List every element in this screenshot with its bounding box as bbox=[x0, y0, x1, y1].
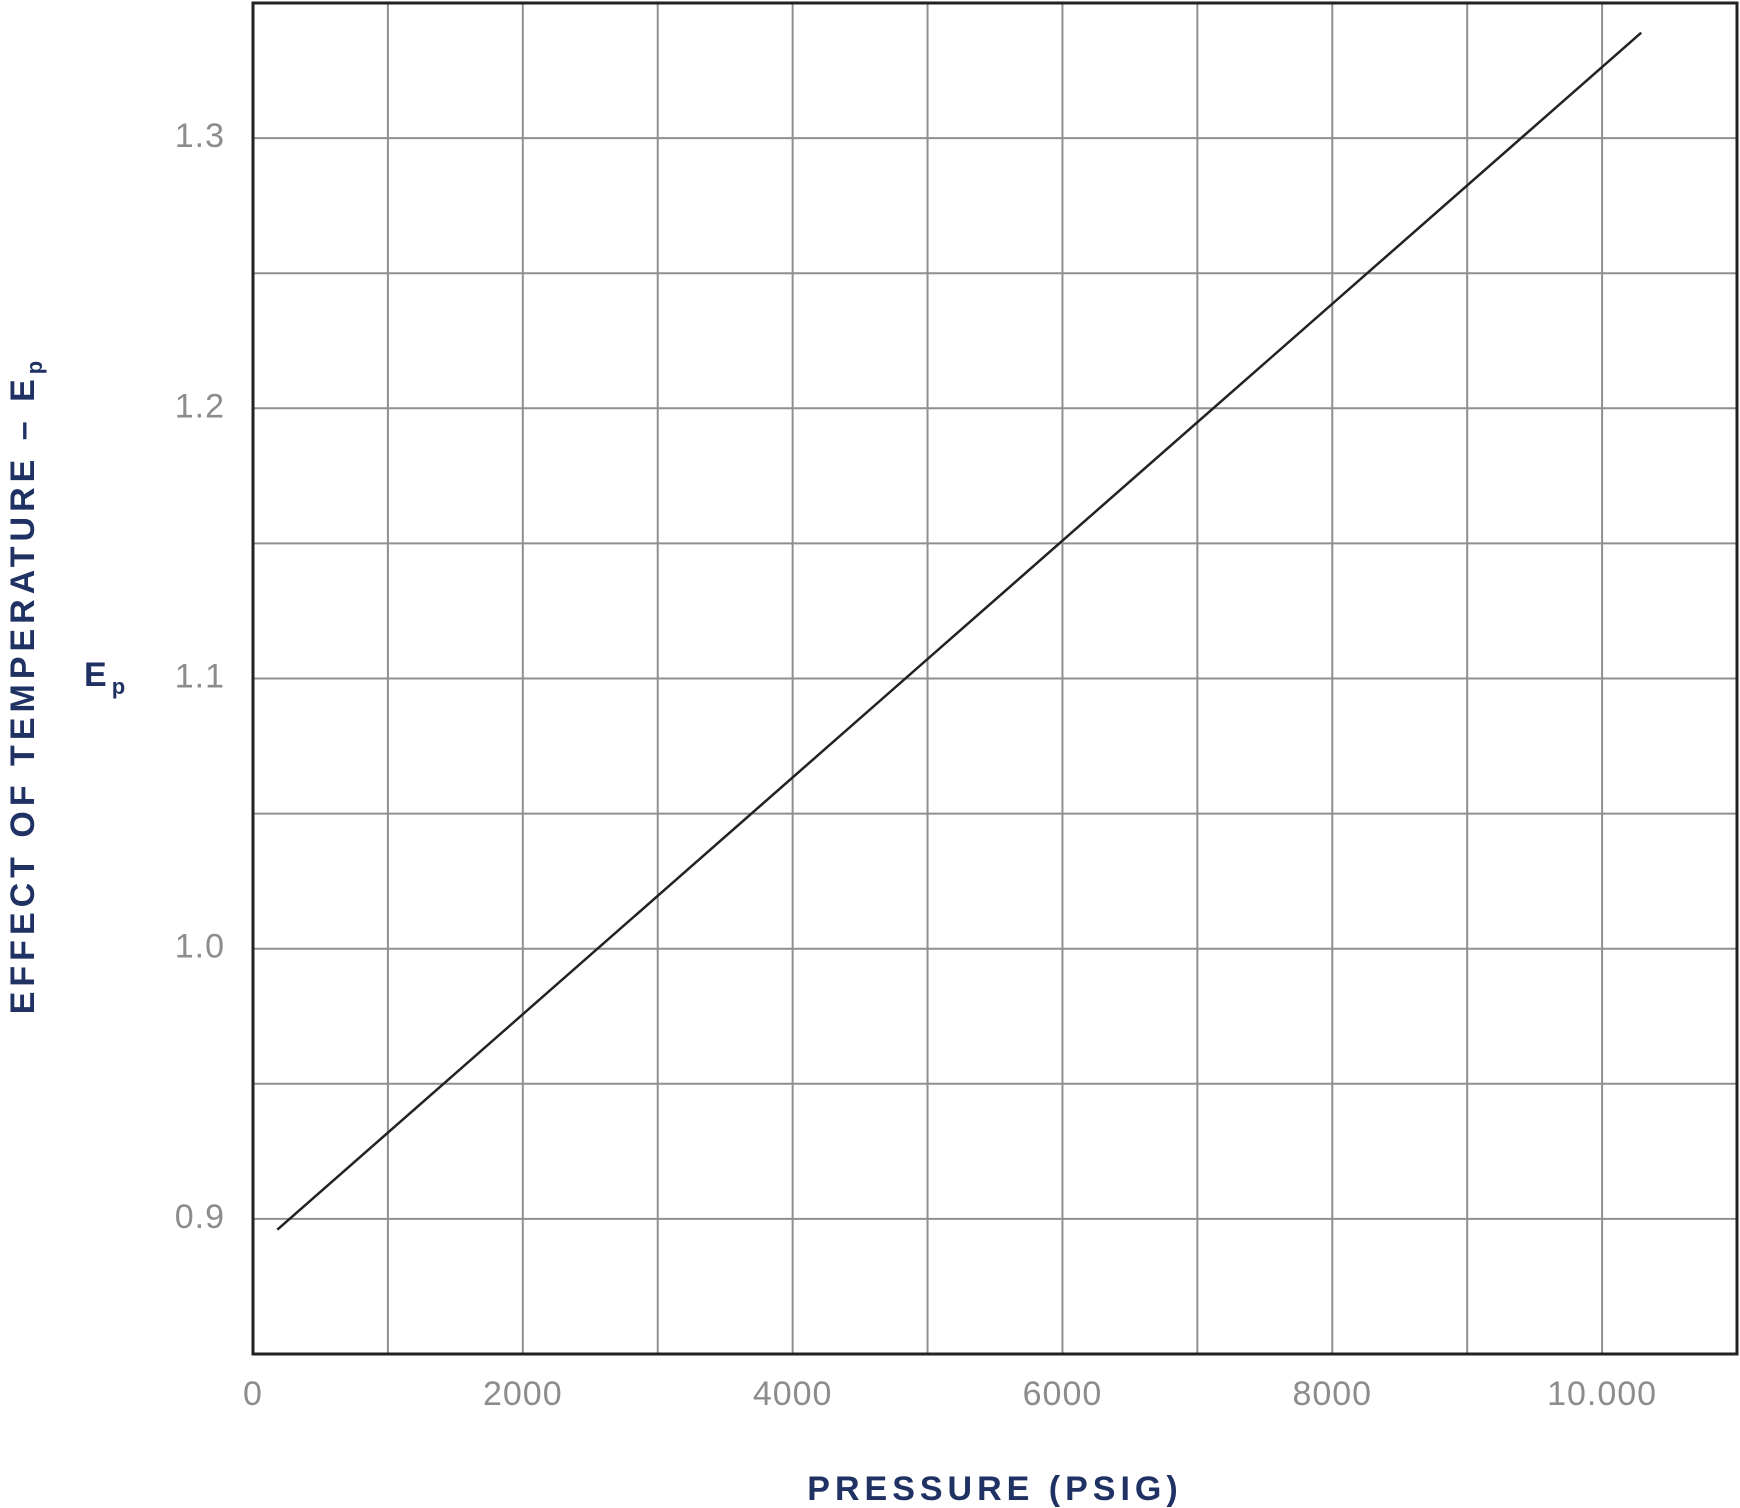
y-symbol-text: E bbox=[84, 656, 112, 694]
y-symbol: Ep bbox=[84, 656, 130, 699]
x-tick-label: 6000 bbox=[1023, 1375, 1103, 1413]
x-tick-label: 2000 bbox=[483, 1375, 563, 1413]
x-tick-label: 8000 bbox=[1292, 1375, 1372, 1413]
x-tick-label: 0 bbox=[243, 1375, 263, 1413]
y-axis-label-sub: p bbox=[22, 356, 47, 374]
y-tick-label: 1.1 bbox=[175, 657, 225, 695]
y-tick-label: 1.0 bbox=[175, 928, 225, 966]
y-axis-label: EFFECT OF TEMPERATURE – Ep bbox=[4, 356, 47, 1015]
x-axis-label: PRESSURE (PSIG) bbox=[807, 1470, 1182, 1508]
plot-frame bbox=[251, 1, 1739, 1356]
x-tick-label: 4000 bbox=[753, 1375, 833, 1413]
data-line bbox=[276, 31, 1643, 1231]
y-tick-label: 1.2 bbox=[175, 387, 225, 425]
y-symbol-sub: p bbox=[112, 674, 130, 699]
x-tick-label: 10.000 bbox=[1547, 1375, 1657, 1413]
y-axis-label-text: EFFECT OF TEMPERATURE – E bbox=[4, 374, 42, 1014]
y-tick-label: 0.9 bbox=[175, 1198, 225, 1236]
y-tick-label: 1.3 bbox=[175, 117, 225, 155]
